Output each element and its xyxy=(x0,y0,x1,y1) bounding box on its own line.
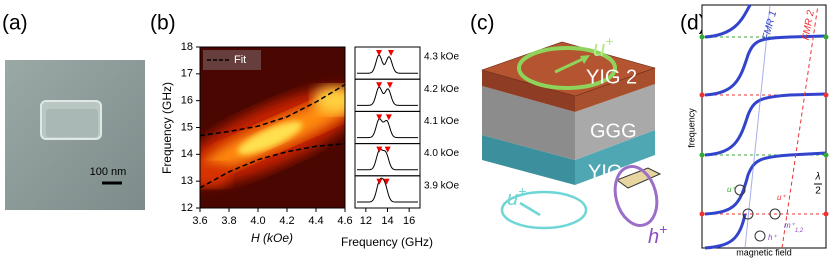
x-tick-label: 3.8 xyxy=(221,215,236,227)
x-tick-label: 16 xyxy=(403,215,415,227)
x-axis-label: Frequency (GHz) xyxy=(341,235,433,249)
panel-label: (c) xyxy=(470,12,495,35)
sup: + xyxy=(518,183,526,199)
peak-arrow xyxy=(376,50,382,56)
peak-arrow xyxy=(384,146,391,153)
x-tick-label: 12 xyxy=(360,215,372,227)
dispersion xyxy=(699,4,829,250)
panel-label: (a) xyxy=(2,12,28,35)
arrow xyxy=(554,56,586,74)
spectrum-label: 4.2 kOe xyxy=(424,84,459,95)
spectrum-trace xyxy=(357,86,418,106)
peak-arrow xyxy=(383,178,390,185)
x-tick-label: 4.2 xyxy=(279,215,294,227)
peak-arrow xyxy=(376,82,383,89)
heatmap xyxy=(200,47,345,208)
peak-arrow xyxy=(386,82,393,89)
spectrum-label: 4.0 kOe xyxy=(424,148,459,159)
fraction-den: 2 xyxy=(815,186,821,197)
drive-loop xyxy=(613,165,659,227)
plot-frame xyxy=(701,4,827,249)
spectrum-trace xyxy=(357,148,418,171)
mode-label: h⁺ xyxy=(768,233,777,242)
peak-arrow xyxy=(385,114,392,121)
scale-bar-label: 100 nm xyxy=(90,166,127,178)
antenna xyxy=(615,167,662,189)
spectrum-box xyxy=(354,46,421,80)
layer-label: GGG xyxy=(590,120,637,142)
base: m⁺ xyxy=(784,221,796,230)
sup: + xyxy=(605,33,613,49)
mode-label: u⁺ xyxy=(777,193,786,202)
spectrum-trace xyxy=(357,54,418,74)
peak-arrow xyxy=(388,50,394,56)
legend-label: Fit xyxy=(234,54,246,66)
mode-label: u⁺ xyxy=(727,185,736,194)
y-axis-label: frequency xyxy=(686,108,696,148)
fit-curve xyxy=(199,142,346,189)
peak-arrow xyxy=(376,114,383,121)
pillar-face xyxy=(46,109,98,137)
base: u xyxy=(507,188,518,210)
spectrum-label: 4.3 kOe xyxy=(424,52,459,63)
panel-label: (b) xyxy=(150,12,176,35)
y-tick-label: 16 xyxy=(181,95,193,107)
spectrum-box xyxy=(354,78,421,112)
peak-arrow xyxy=(376,146,383,153)
arrowhead xyxy=(580,55,590,64)
peak-arrow xyxy=(376,178,383,185)
y-axis-label: Frequency (GHz) xyxy=(160,82,174,174)
base: h xyxy=(648,226,659,248)
layer-stack xyxy=(481,41,656,185)
precession-orbit xyxy=(517,46,617,90)
spectrum-label: 4.1 kOe xyxy=(424,116,459,127)
series-label: FMR 2 xyxy=(801,9,817,41)
mode-label: u+ xyxy=(507,183,526,211)
y-tick-label: 15 xyxy=(181,121,193,133)
y-tick-label: 12 xyxy=(181,202,193,214)
y-tick-label: 14 xyxy=(181,148,193,160)
legend-box xyxy=(203,50,261,70)
layer-label: YIG 2 xyxy=(586,66,637,88)
x-tick-label: 4.0 xyxy=(250,215,265,227)
x-axis-label: magnetic field xyxy=(736,247,792,257)
fraction-num: λ xyxy=(815,172,821,183)
base: u xyxy=(593,36,605,61)
drive-label: h+ xyxy=(648,221,667,249)
y-tick-label: 13 xyxy=(181,175,193,187)
x-tick-label: 3.6 xyxy=(192,215,207,227)
y-tick-label: 17 xyxy=(181,68,193,80)
spectrum-trace xyxy=(357,118,418,139)
spectrum-trace xyxy=(357,177,418,203)
spectrum-label: 3.9 kOe xyxy=(424,180,459,191)
arrow xyxy=(519,201,541,217)
y-tick-label: 18 xyxy=(181,41,193,53)
x-tick-label: 14 xyxy=(381,215,393,227)
precession-orbit xyxy=(500,190,588,230)
x-axis-label: H (kOe) xyxy=(251,231,293,245)
x-tick-label: 4.4 xyxy=(308,215,323,227)
mode-label: m⁺1,2 xyxy=(784,221,804,233)
sub: 1,2 xyxy=(795,228,804,234)
panel-label: (d) xyxy=(680,12,706,35)
fit-curve xyxy=(199,83,346,137)
x-tick-label: 4.6 xyxy=(337,215,352,227)
sup: + xyxy=(659,221,667,237)
mode-label: u+ xyxy=(593,33,613,61)
